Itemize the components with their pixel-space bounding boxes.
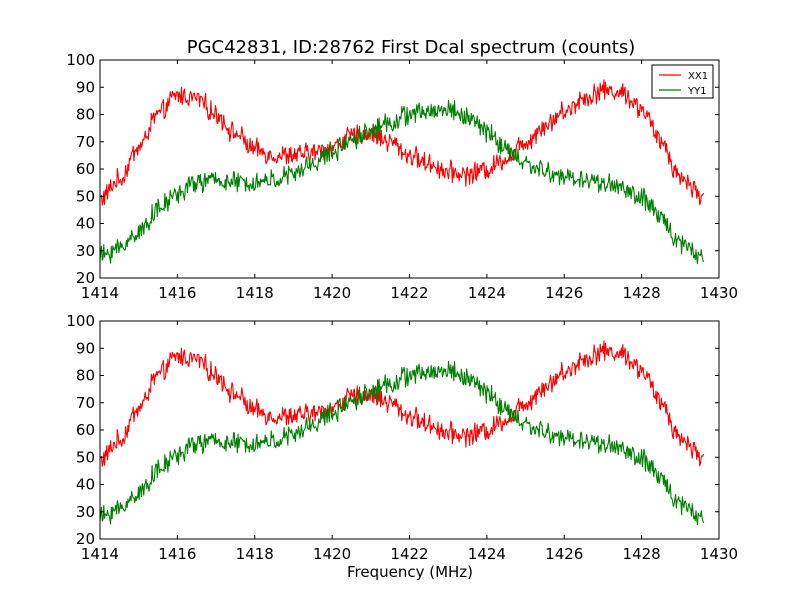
- legend-frame: [651, 64, 714, 99]
- y-tick-label: 60: [76, 160, 95, 178]
- legend-label-xx1: XX1: [688, 71, 708, 82]
- series-line-yy1: [100, 360, 705, 526]
- y-tick-label: 50: [76, 187, 95, 205]
- y-tick-label: 90: [76, 78, 95, 96]
- x-tick-label: 1420: [313, 284, 351, 302]
- y-tick-label: 30: [76, 503, 95, 521]
- x-tick-label: 1420: [313, 545, 351, 563]
- plot-frame: [99, 320, 720, 540]
- series-line-xx1: [100, 79, 705, 206]
- x-tick-label: 1422: [390, 284, 428, 302]
- legend: XX1 YY1: [651, 64, 714, 99]
- y-tick-label: 70: [76, 394, 95, 412]
- y-tick-label: 80: [76, 106, 95, 124]
- x-axis-label: Frequency (MHz): [347, 563, 473, 581]
- x-tick-label: 1418: [236, 284, 274, 302]
- x-tick-label: 1426: [545, 545, 583, 563]
- y-tick-label: 20: [76, 269, 95, 287]
- x-tick-label: 1428: [623, 284, 661, 302]
- y-tick-label: 90: [76, 339, 95, 357]
- x-tick-label: 1414: [81, 284, 119, 302]
- y-tick-label: 40: [76, 215, 95, 233]
- x-tick-label: 1428: [623, 545, 661, 563]
- y-tick-label: 100: [66, 312, 95, 330]
- y-tick-label: 30: [76, 242, 95, 260]
- plot-frame: [99, 59, 720, 279]
- x-tick-label: 1430: [700, 284, 738, 302]
- y-tick-label: 70: [76, 133, 95, 151]
- series-line-yy1: [100, 99, 705, 265]
- y-tick-label: 100: [66, 51, 95, 69]
- series-line-xx1: [100, 340, 705, 467]
- x-tick-label: 1424: [468, 284, 506, 302]
- top-panel: 1414 1416 1418 1420 1422 1424 1426 1428 1430 20 30…: [66, 51, 738, 302]
- x-tick-label: 1416: [158, 545, 196, 563]
- x-tick-label: 1424: [468, 545, 506, 563]
- x-tick-label: 1422: [390, 545, 428, 563]
- y-tick-label: 20: [76, 530, 95, 548]
- y-tick-label: 40: [76, 476, 95, 494]
- x-tick-label: 1430: [700, 545, 738, 563]
- y-tick-label: 80: [76, 367, 95, 385]
- y-tick-label: 60: [76, 421, 95, 439]
- legend-label-yy1: YY1: [687, 86, 707, 97]
- bottom-panel: 1414 1416 1418 1420 1422 1424 1426 1428 1430 20 30…: [66, 312, 738, 563]
- x-tick-label: 1418: [236, 545, 274, 563]
- y-tick-label: 50: [76, 448, 95, 466]
- x-tick-label: 1414: [81, 545, 119, 563]
- chart-title: PGC42831, ID:28762 First Dcal spectrum (…: [187, 37, 636, 58]
- x-tick-label: 1426: [545, 284, 583, 302]
- x-tick-label: 1416: [158, 284, 196, 302]
